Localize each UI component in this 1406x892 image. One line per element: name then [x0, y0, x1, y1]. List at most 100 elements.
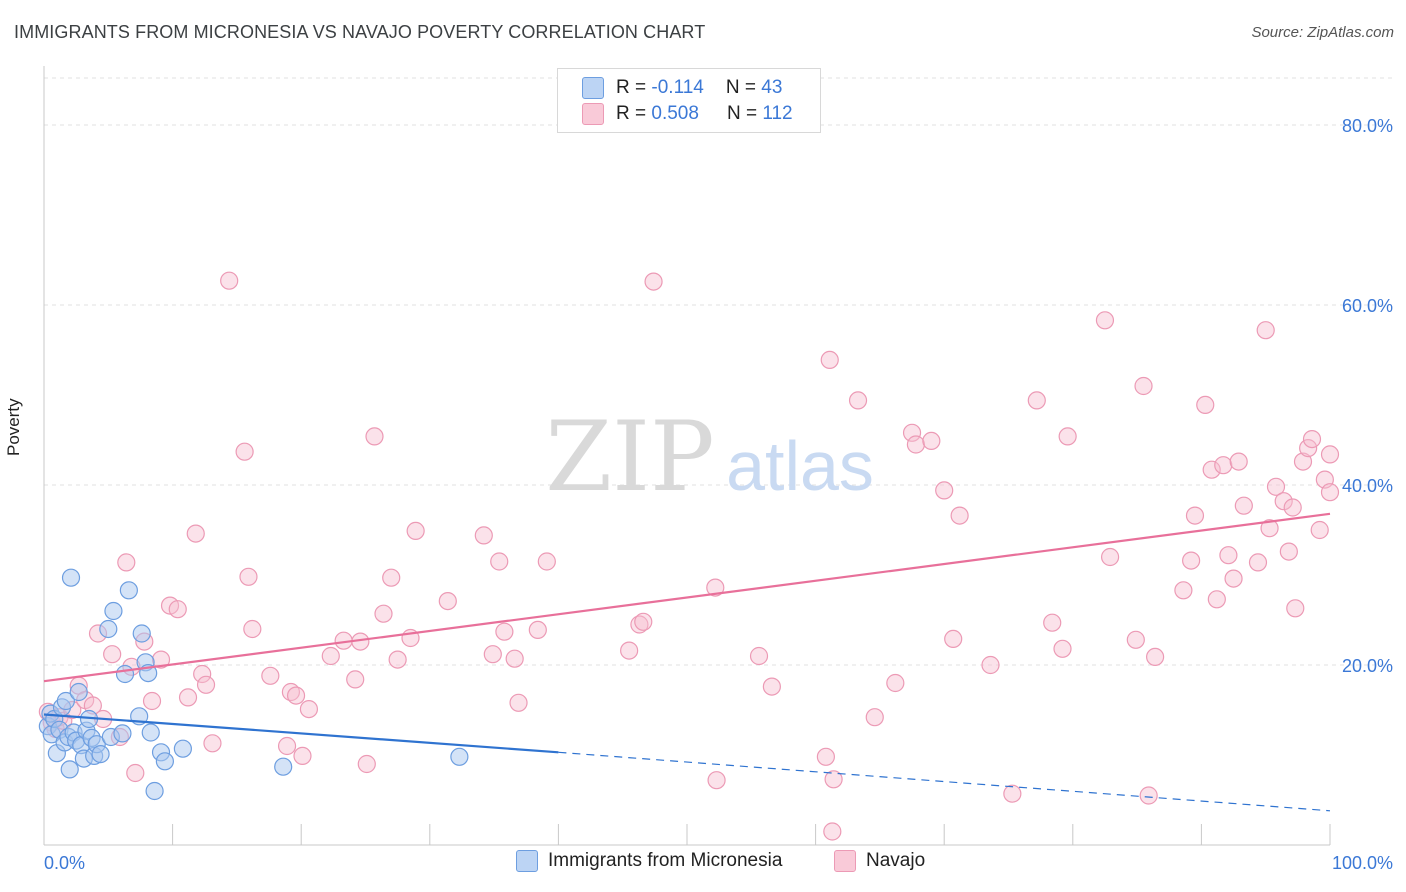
navajo-point	[1146, 647, 1165, 667]
navajo-point	[644, 272, 663, 291]
navajo-point	[509, 693, 528, 712]
navajo-point	[293, 746, 312, 766]
navajo-point	[1126, 630, 1145, 649]
navajo-point	[1266, 477, 1286, 496]
series-swatch-micronesia	[516, 850, 538, 872]
micronesia-trend-extension	[558, 751, 1331, 812]
navajo-point	[346, 670, 365, 689]
navajo-point	[1095, 311, 1115, 330]
navajo-point	[1027, 391, 1046, 410]
micronesia-point	[69, 682, 88, 702]
micronesia-point	[60, 760, 79, 779]
navajo-point	[620, 641, 639, 660]
navajo-point	[1003, 784, 1022, 803]
navajo-point	[823, 822, 842, 841]
navajo-point	[357, 754, 376, 774]
navajo-point	[935, 481, 954, 500]
zipatlas-watermark: ZIP atlas	[545, 401, 874, 513]
micronesia-point	[145, 781, 164, 801]
navajo-point	[1229, 452, 1248, 471]
navajo-point	[365, 427, 384, 446]
navajo-point	[1299, 439, 1318, 458]
navajo-point	[261, 666, 280, 685]
navajo-point	[1320, 483, 1340, 502]
navajo-point	[1320, 445, 1340, 464]
series-legend: Immigrants from Micronesia Navajo	[0, 850, 1406, 878]
navajo-point	[1260, 519, 1279, 538]
navajo-point	[537, 552, 556, 571]
navajo-point	[299, 699, 319, 719]
navajo-point	[950, 506, 969, 525]
navajo-point	[220, 271, 239, 290]
navajo-point	[824, 770, 843, 789]
navajo-point	[1053, 639, 1072, 658]
navajo-point	[1234, 496, 1253, 515]
navajo-point	[1202, 460, 1221, 479]
navajo-point	[906, 435, 926, 454]
navajo-point	[186, 524, 205, 543]
series-legend-micronesia: Immigrants from Micronesia	[516, 850, 782, 872]
micronesia-point	[141, 723, 160, 742]
micronesia-point	[132, 624, 151, 643]
navajo-point	[142, 691, 162, 711]
watermark-zip: ZIP	[545, 401, 714, 513]
legend-n-value-navajo: 112	[762, 103, 793, 124]
micronesia-point	[115, 664, 135, 684]
navajo-point	[1274, 492, 1293, 511]
navajo-point	[505, 649, 524, 668]
navajo-point	[382, 568, 401, 587]
legend-n-value-micronesia: 43	[761, 77, 783, 98]
y-axis-label: Poverty	[4, 398, 23, 456]
navajo-point	[1310, 520, 1329, 540]
micronesia-point	[113, 724, 132, 743]
y-tick-label: 20.0%	[1342, 656, 1393, 676]
navajo-point	[483, 645, 502, 664]
navajo-point	[1139, 786, 1158, 805]
legend-r-value-navajo: 0.508	[651, 103, 699, 124]
navajo-point	[1302, 430, 1322, 449]
navajo-point	[1100, 547, 1120, 567]
navajo-point	[321, 646, 340, 666]
x-tick-label: 100.0%	[1332, 853, 1393, 873]
navajo-point	[277, 736, 297, 756]
micronesia-point	[119, 581, 138, 600]
navajo-point	[388, 650, 407, 669]
series-legend-navajo: Navajo	[834, 850, 925, 872]
navajo-point	[203, 734, 222, 753]
legend-n-label: N =	[726, 103, 758, 124]
y-tick-label: 40.0%	[1342, 476, 1393, 496]
navajo-point	[243, 619, 262, 639]
navajo-points	[38, 271, 1340, 841]
navajo-point	[239, 567, 258, 586]
navajo-point	[820, 350, 839, 369]
navajo-point	[196, 675, 216, 694]
micronesia-points	[38, 568, 469, 801]
navajo-point	[1207, 590, 1226, 609]
navajo-point	[193, 664, 212, 684]
micronesia-point	[99, 619, 118, 639]
navajo-point	[1293, 452, 1313, 471]
navajo-point	[816, 747, 835, 766]
legend-n-label: N =	[725, 77, 756, 98]
navajo-point	[1279, 542, 1298, 561]
navajo-point	[490, 552, 509, 571]
navajo-point	[902, 423, 922, 442]
navajo-point	[528, 620, 547, 640]
navajo-point	[1283, 498, 1302, 517]
navajo-point	[281, 682, 301, 702]
micronesia-point	[155, 752, 174, 771]
navajo-point	[103, 645, 122, 664]
legend-row-navajo: R = 0.508 N = 112	[582, 101, 793, 127]
chart-title: IMMIGRANTS FROM MICRONESIA VS NAVAJO POV…	[14, 22, 706, 42]
navajo-point	[1219, 546, 1238, 565]
micronesia-point	[173, 739, 192, 758]
navajo-point	[286, 686, 306, 705]
navajo-point	[1182, 551, 1201, 570]
source-credit: Source: ZipAtlas.com	[1251, 24, 1394, 41]
navajo-point	[1196, 395, 1215, 414]
navajo-point	[1256, 321, 1275, 340]
navajo-point	[438, 591, 457, 611]
series-name-navajo: Navajo	[866, 850, 926, 871]
navajo-point	[1058, 427, 1077, 446]
